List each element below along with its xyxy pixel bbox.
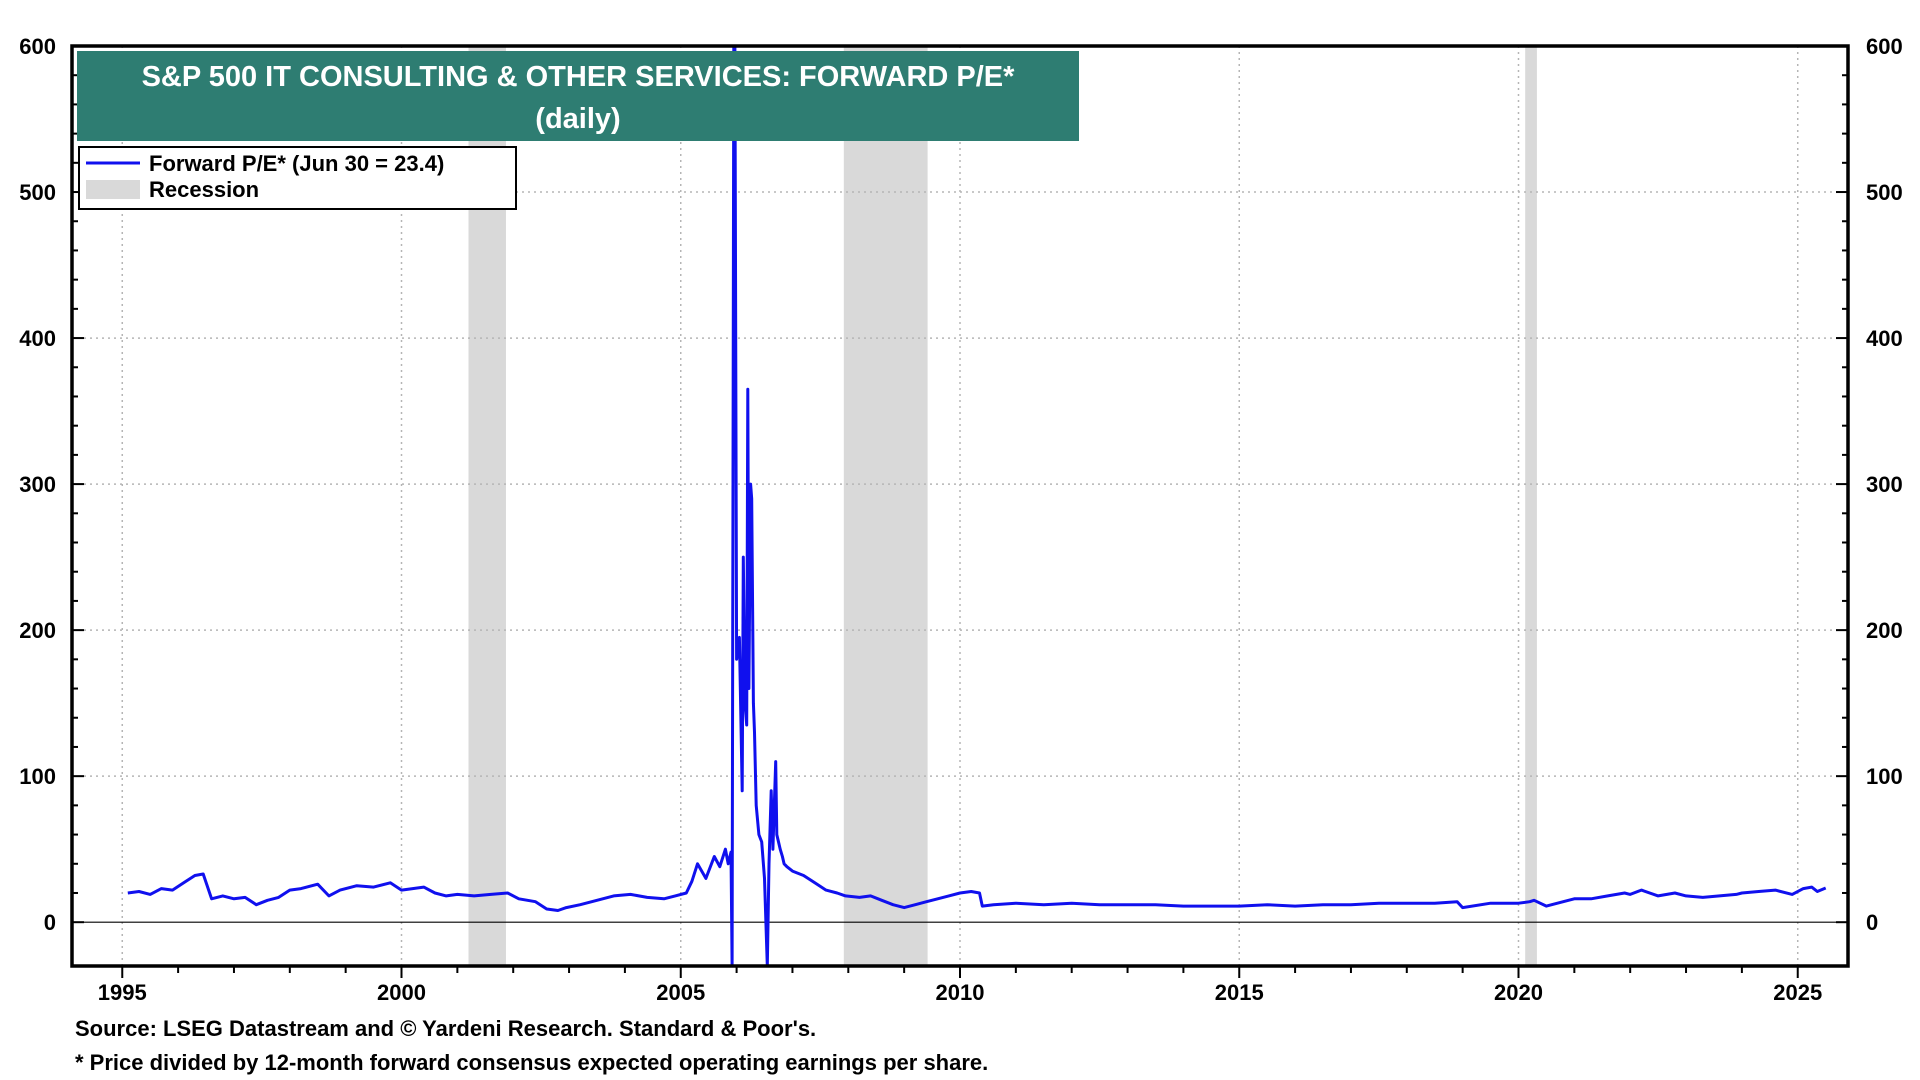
x-axis: 1995 2000 2005 2010 2015 2020 2025 — [98, 966, 1822, 1005]
recession-band — [843, 46, 928, 966]
y-axis-right: 0 100 200 300 400 500 600 — [1836, 34, 1903, 935]
x-tick-label: 2025 — [1773, 980, 1822, 1005]
recession-bands — [468, 46, 1537, 966]
y-tick-label-left: 300 — [19, 472, 56, 497]
y-tick-label-right: 0 — [1866, 910, 1878, 935]
legend-item-forward-pe: Forward P/E* (Jun 30 = 23.4) — [149, 151, 444, 176]
y-tick-label-left: 0 — [44, 910, 56, 935]
y-tick-label-left: 500 — [19, 180, 56, 205]
y-tick-label-right: 100 — [1866, 764, 1903, 789]
y-tick-label-right: 400 — [1866, 326, 1903, 351]
recession-band — [1525, 46, 1537, 966]
y-tick-label-left: 600 — [19, 34, 56, 59]
y-tick-label-right: 600 — [1866, 34, 1903, 59]
footnote: * Price divided by 12-month forward cons… — [75, 1050, 989, 1075]
x-tick-label: 2015 — [1215, 980, 1264, 1005]
x-tick-label: 2010 — [936, 980, 985, 1005]
legend: Forward P/E* (Jun 30 = 23.4) Recession — [78, 146, 517, 210]
legend-recession-swatch — [86, 180, 140, 199]
series-layer — [127, 46, 1827, 966]
series-line-forward-pe — [127, 46, 1827, 966]
y-tick-label-left: 100 — [19, 764, 56, 789]
y-axis-left: 0 100 200 300 400 500 600 — [19, 34, 84, 935]
legend-box — [78, 146, 517, 210]
y-tick-label-right: 200 — [1866, 618, 1903, 643]
y-tick-label-left: 400 — [19, 326, 56, 351]
x-tick-label: 2005 — [656, 980, 705, 1005]
legend-item-recession: Recession — [149, 177, 259, 202]
x-tick-label: 2000 — [377, 980, 426, 1005]
title-box: S&P 500 IT CONSULTING & OTHER SERVICES: … — [77, 51, 1079, 141]
title-background — [77, 51, 1079, 141]
source-note: Source: LSEG Datastream and © Yardeni Re… — [75, 1016, 817, 1041]
x-tick-label: 2020 — [1494, 980, 1543, 1005]
y-tick-label-right: 500 — [1866, 180, 1903, 205]
y-tick-label-right: 300 — [1866, 472, 1903, 497]
chart-subtitle: (daily) — [535, 103, 620, 135]
y-tick-label-left: 200 — [19, 618, 56, 643]
x-tick-label: 1995 — [98, 980, 147, 1005]
chart-title: S&P 500 IT CONSULTING & OTHER SERVICES: … — [142, 61, 1016, 93]
